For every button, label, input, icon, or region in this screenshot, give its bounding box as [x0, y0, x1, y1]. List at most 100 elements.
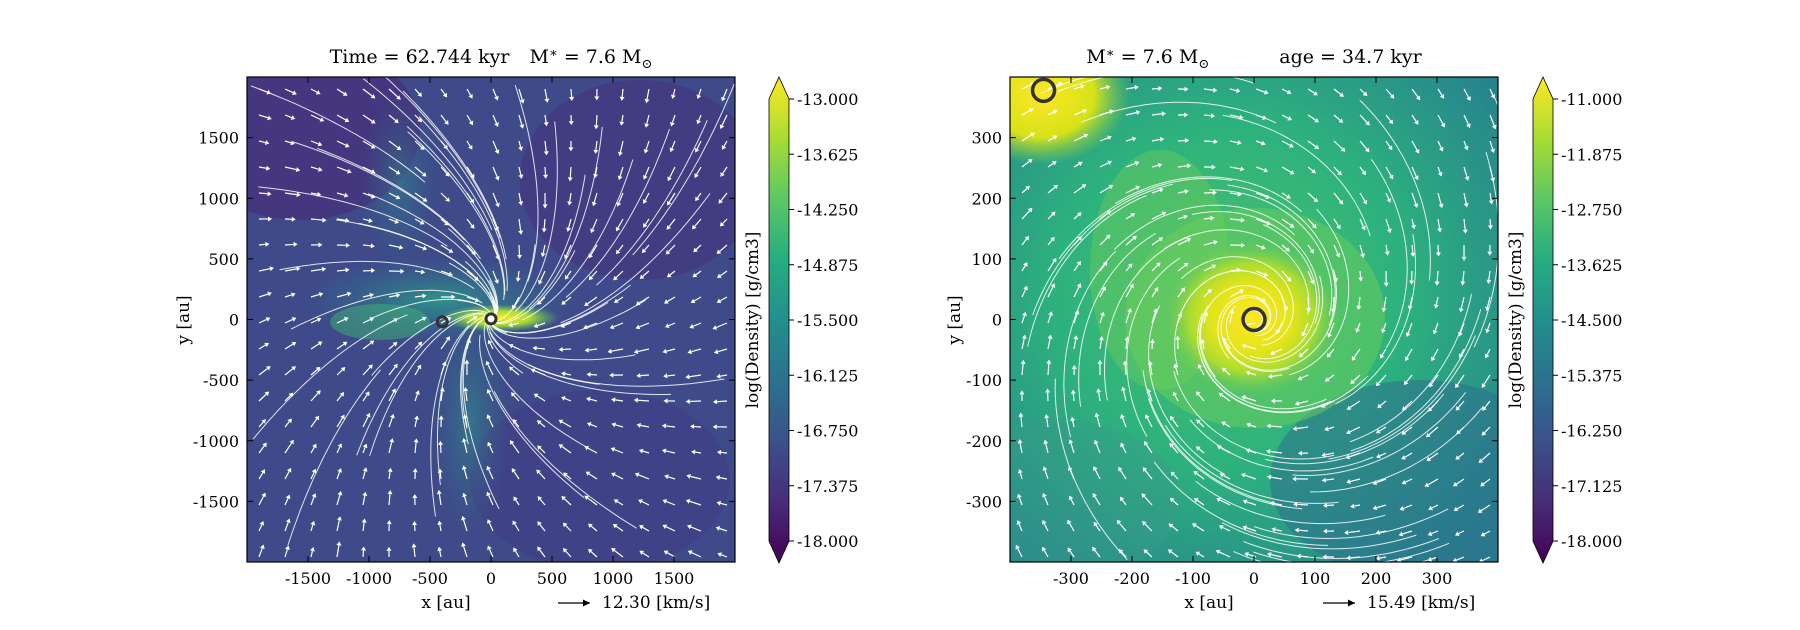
velocity-arrowhead: [1101, 286, 1106, 291]
velocity-arrowhead: [1237, 140, 1242, 146]
velocity-arrowhead: [515, 277, 521, 282]
colorbar-tick-label: -17.375: [797, 477, 858, 496]
velocity-arrow: [621, 88, 624, 97]
velocity-arrow: [1021, 315, 1026, 324]
velocity-arrowhead: [443, 144, 448, 150]
velocity-arrow: [310, 524, 314, 532]
streamline: [430, 325, 470, 517]
velocity-arrowhead: [1246, 422, 1251, 428]
velocity-arrowhead: [451, 294, 456, 300]
velocity-arrow: [362, 244, 371, 247]
velocity-arrowhead: [1218, 392, 1224, 398]
velocity-arrow: [284, 166, 297, 171]
velocity-arrowhead: [369, 292, 374, 298]
velocity-arrow: [1324, 400, 1335, 407]
velocity-arrow: [1460, 296, 1465, 309]
streamline: [407, 131, 505, 301]
velocity-arrow: [1073, 163, 1080, 168]
velocity-arrowhead: [267, 191, 272, 197]
velocity-arrow: [1270, 476, 1283, 480]
velocity-arrow: [672, 88, 676, 96]
velocity-arrowhead: [369, 317, 375, 322]
velocity-arrowhead: [607, 348, 612, 354]
velocity-arrow: [336, 545, 340, 558]
velocity-arrowhead: [337, 468, 342, 473]
velocity-arrow: [617, 244, 624, 252]
velocity-arrowhead: [285, 518, 291, 524]
velocity-arrowhead: [1389, 94, 1395, 99]
velocity-arrow: [336, 88, 345, 95]
velocity-arrow: [1255, 244, 1263, 248]
sink-particle: [1030, 77, 1057, 104]
velocity-arrow: [414, 393, 418, 402]
velocity-arrow: [1199, 367, 1205, 376]
velocity-arrowhead: [1183, 262, 1189, 268]
velocity-arrow: [1125, 265, 1131, 272]
velocity-arrow: [284, 498, 289, 506]
velocity-arrowhead: [1414, 175, 1419, 181]
velocity-arrowhead: [692, 272, 698, 278]
velocity-arrowhead: [291, 366, 296, 371]
velocity-arrowhead: [316, 191, 322, 197]
velocity-arrowhead: [610, 447, 616, 452]
velocity-arrow: [258, 393, 267, 402]
velocity-arrowhead: [716, 273, 722, 279]
velocity-arrow: [665, 425, 676, 428]
velocity-arrowhead: [1109, 109, 1114, 115]
streamline: [514, 121, 558, 312]
velocity-arrowhead: [1375, 381, 1381, 387]
streamline: [1180, 256, 1294, 346]
velocity-arrow: [1020, 416, 1023, 428]
velocity-arrow: [1125, 237, 1135, 246]
velocity-arrowhead: [1306, 307, 1312, 313]
velocity-arrowhead: [268, 216, 273, 222]
velocity-arrow: [1021, 289, 1027, 298]
velocity-arrow: [258, 192, 268, 195]
velocity-arrow: [362, 416, 369, 428]
velocity-arrowhead: [1480, 532, 1486, 537]
velocity-arrow: [1151, 87, 1159, 90]
velocity-arrowhead: [396, 95, 401, 100]
velocity-arrow: [1047, 239, 1053, 246]
velocity-arrow: [1404, 400, 1413, 409]
velocity-arrowhead: [340, 414, 345, 420]
velocity-arrow: [644, 218, 650, 225]
velocity-arrowhead: [411, 543, 417, 548]
velocity-arrowhead: [448, 271, 453, 277]
velocity-arrow: [336, 446, 341, 454]
streamline: [292, 141, 466, 241]
velocity-arrowhead: [369, 340, 375, 345]
velocity-arrowhead: [1401, 455, 1407, 460]
velocity-arrow: [1437, 166, 1441, 173]
velocity-arrow: [440, 270, 450, 275]
velocity-arrow: [1332, 296, 1335, 309]
velocity-arrow: [1402, 530, 1413, 535]
velocity-arrowhead: [1041, 546, 1047, 552]
velocity-arrow: [1149, 364, 1153, 376]
colorbar-tick-label: -11.875: [1561, 145, 1622, 164]
streamline: [437, 315, 495, 485]
velocity-arrowhead: [1339, 92, 1344, 97]
velocity-arrow: [719, 270, 728, 277]
velocity-arrow: [1094, 549, 1101, 558]
velocity-arrowhead: [719, 221, 725, 227]
velocity-arrowhead: [1490, 94, 1496, 99]
velocity-arrow: [362, 318, 371, 324]
velocity-arrowhead: [1413, 203, 1419, 208]
velocity-arrow: [1099, 111, 1111, 116]
velocity-arrow: [1411, 218, 1415, 226]
velocity-arrow: [1297, 503, 1309, 506]
streamline: [1221, 522, 1417, 550]
velocity-arrowhead: [1358, 277, 1364, 282]
velocity-arrowhead: [1292, 476, 1297, 482]
velocity-arrowhead: [509, 440, 515, 445]
streamline: [1148, 398, 1303, 510]
velocity-arrowhead: [508, 343, 514, 349]
velocity-arrow: [723, 140, 728, 147]
velocity-arrow: [1021, 238, 1028, 246]
velocity-arrow: [362, 394, 368, 402]
velocity-arrowhead: [1432, 329, 1438, 335]
velocity-arrowhead: [712, 424, 717, 430]
velocity-arrow: [1404, 426, 1413, 433]
velocity-arrowhead: [1372, 505, 1378, 511]
